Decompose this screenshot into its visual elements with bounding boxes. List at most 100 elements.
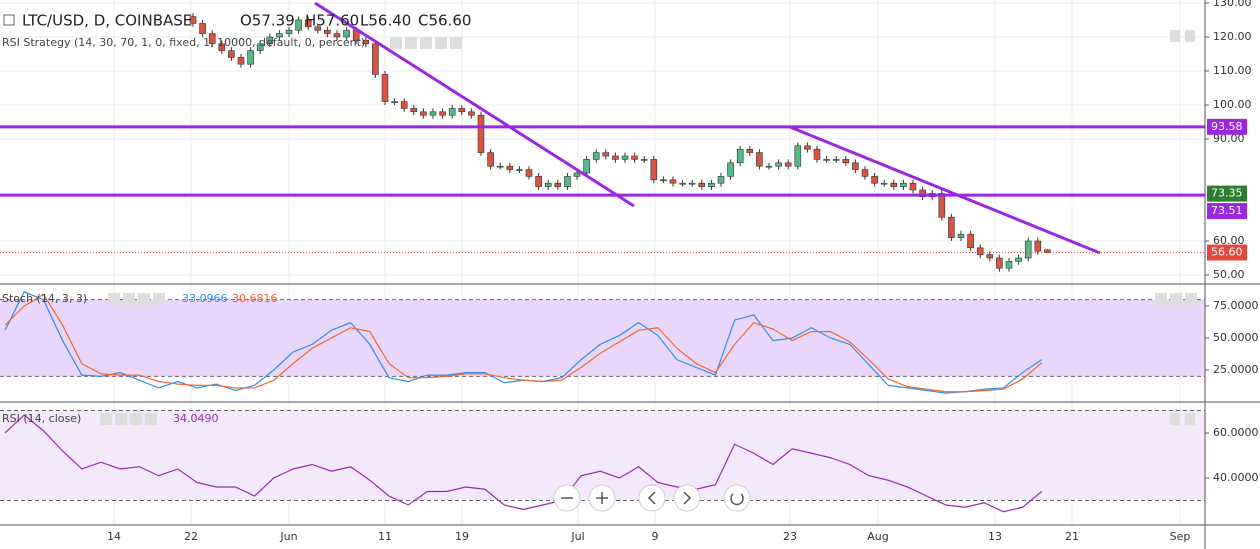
price-tag-label: 73.51 [1211,204,1243,217]
y-tick-label: 130.00 [1213,0,1252,9]
candle-body [813,148,821,160]
candle-body [304,19,312,28]
trend-line [314,1,635,208]
price-tag [1207,185,1247,202]
panel-icons[interactable] [100,30,1197,425]
candle-body [852,162,859,170]
candle-body [669,179,677,184]
candle-body [708,182,715,187]
indicator-line [4,293,1043,393]
symbol: LTC/USD, D, COINBASE [22,12,192,30]
candle-body [237,57,245,65]
candle-body [343,29,350,38]
x-tick-label: 21 [1065,530,1079,543]
x-tick-label: 13 [988,530,1002,543]
rsi-value: 34.0490 [173,412,219,425]
candle-body [218,43,226,51]
candle-body [621,155,629,160]
y-tick-label: 25.0000 [1213,363,1259,376]
candle-body [468,111,475,116]
candle-body [477,114,485,153]
price-tag [1207,118,1247,135]
candle-body [564,176,571,187]
candle-body [439,111,446,116]
candle-body [957,233,965,238]
x-tick-label: 19 [455,530,469,543]
candle-body [602,152,610,157]
candle-body [458,108,466,113]
nav-buttons[interactable] [553,484,751,512]
candle-body [640,159,648,161]
candle-body [247,50,254,65]
candle-body [276,33,283,38]
candle-body [717,176,725,184]
y-tick-label: 60.0000 [1213,426,1259,439]
candle-body [996,257,1003,269]
candle-body [804,145,811,150]
candle-body [727,162,734,177]
candle-body [1024,240,1032,259]
ohlc-high: H57.60 [305,12,359,30]
candles [189,13,1051,272]
candle-body [765,165,773,168]
x-tick-label: Jul [570,530,584,543]
candle-body [535,176,542,187]
scroll-left[interactable] [638,484,666,512]
x-tick-label: 9 [652,530,659,543]
collapse-icon[interactable] [3,14,15,26]
scroll-right[interactable] [673,484,701,512]
candle-body [381,74,389,102]
candle-body [285,29,293,34]
candle-body [1034,240,1042,252]
candle-body [420,111,427,116]
candle-body [794,145,802,167]
ohlc-close: C56.60 [418,12,471,30]
candle-body [295,19,302,31]
x-tick-label: 22 [184,530,198,543]
candle-body [679,182,686,185]
indicator-line [4,414,1043,513]
candle-body [842,159,850,164]
candle-body [189,16,197,24]
candle-body [890,182,898,187]
candle-body [266,36,274,45]
candle-body [832,159,840,161]
candle-body [612,155,619,160]
candle-body [756,152,763,167]
candle-body [372,43,379,75]
rsi-title: RSI (14, close) [2,412,81,425]
candle-body [948,216,955,238]
candle-body [362,40,370,45]
level-band [0,299,1205,377]
candle-body [871,176,878,184]
stoch-d-value: 30.6816 [232,292,278,305]
price-tag [1207,203,1247,220]
candle-body [919,189,926,198]
candle-body [583,159,590,174]
candle-body [967,233,974,249]
candle-body [784,162,792,167]
candle-body [775,162,782,167]
y-tick-label: 75.0000 [1213,299,1259,312]
price-tag [1207,244,1247,261]
y-tick-label: 90.00 [1213,132,1245,145]
panels [0,13,1205,513]
candle-body [410,108,418,113]
price-tag-label: 56.60 [1211,246,1243,259]
y-tick-label: 40.0000 [1213,471,1259,484]
candle-body [391,101,398,103]
x-tick-label: Jun [279,530,297,543]
candle-body [660,179,667,182]
candle-body [544,182,552,187]
y-tick-label: 50.0000 [1213,331,1259,344]
candle-body [909,182,917,191]
y-tick-label: 110.00 [1213,64,1252,77]
candle-body [986,254,994,259]
candle-body [746,148,754,153]
candle-body [256,43,264,51]
reset[interactable] [723,484,751,512]
candle-body [592,152,600,160]
stoch-title: Stoch (14, 3, 3) [2,292,87,305]
candle-body [324,29,331,34]
x-tick-label: 14 [107,530,121,543]
